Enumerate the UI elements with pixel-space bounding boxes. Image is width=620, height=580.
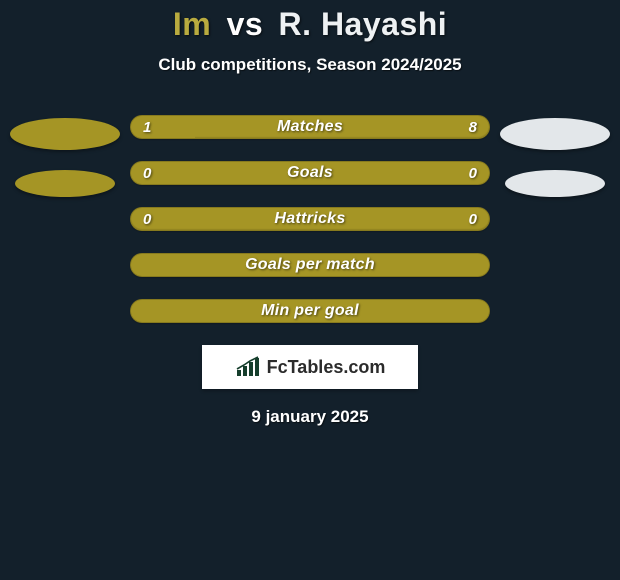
stat-bar-left-value: 0: [143, 162, 151, 184]
title-player1: Im: [173, 6, 211, 42]
title-vs: vs: [227, 6, 264, 42]
body-row: Matches18Goals00Hattricks00Goals per mat…: [0, 115, 620, 323]
stat-bar-right-value: 0: [469, 162, 477, 184]
right-ellipse-2: [505, 170, 605, 197]
date-text: 9 january 2025: [0, 407, 620, 427]
stat-bar: Min per goal: [130, 299, 490, 323]
page-title: Im vs R. Hayashi: [0, 6, 620, 43]
brand-text: FcTables.com: [267, 357, 386, 378]
right-side-col: [496, 115, 614, 197]
brand-box: FcTables.com: [202, 345, 418, 389]
stat-bar-right-value: 8: [469, 116, 477, 138]
stat-bar: Goals per match: [130, 253, 490, 277]
bars-container: Matches18Goals00Hattricks00Goals per mat…: [124, 115, 496, 323]
page: Im vs R. Hayashi Club competitions, Seas…: [0, 0, 620, 580]
subtitle: Club competitions, Season 2024/2025: [0, 55, 620, 75]
stat-bar-label: Goals: [131, 162, 489, 184]
left-ellipse-1: [10, 118, 120, 150]
stat-bar-left-value: 1: [143, 116, 151, 138]
stat-bar-label: Hattricks: [131, 208, 489, 230]
stat-bar-label: Min per goal: [131, 300, 489, 322]
stat-bar: Hattricks0 0: [130, 207, 490, 231]
stat-bar: Goals0 0: [130, 161, 490, 185]
stat-bar-label: Matches: [131, 116, 489, 138]
stat-bar-label: Goals per match: [131, 254, 489, 276]
brand-chart-icon: [235, 356, 261, 378]
stat-bar-left-value: 0: [143, 208, 151, 230]
title-player2: R. Hayashi: [279, 6, 448, 42]
right-ellipse-1: [500, 118, 610, 150]
stat-bar: Matches1 8: [130, 115, 490, 139]
left-side-col: [6, 115, 124, 197]
stat-bar-right-value: 0: [469, 208, 477, 230]
left-ellipse-2: [15, 170, 115, 197]
